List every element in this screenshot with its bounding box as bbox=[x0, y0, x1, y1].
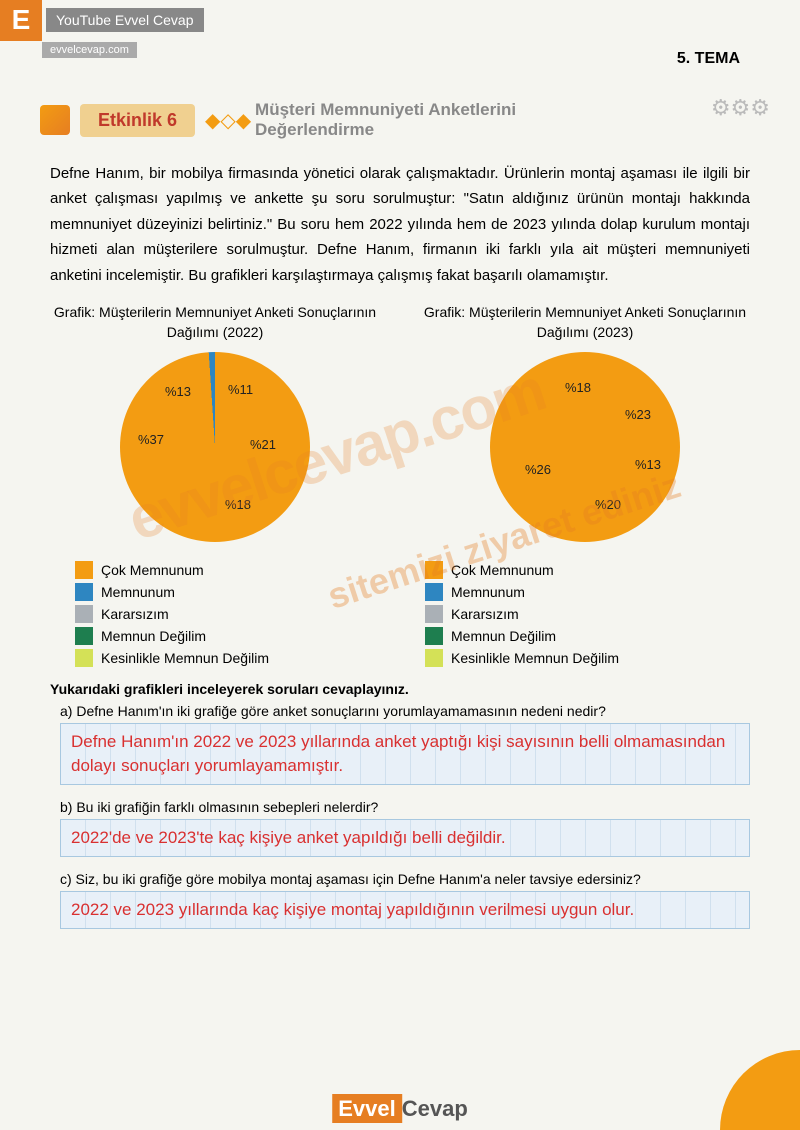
youtube-badge: YouTube Evvel Cevap bbox=[46, 8, 204, 32]
slice-label: %37 bbox=[138, 432, 164, 447]
answer-box: 2022 ve 2023 yıllarında kaç kişiye monta… bbox=[60, 891, 750, 929]
top-bar: E YouTube Evvel Cevap bbox=[0, 0, 800, 40]
url-badge: evvelcevap.com bbox=[42, 42, 137, 58]
chart-2023-title: Grafik: Müşterilerin Memnuniyet Anketi S… bbox=[415, 303, 755, 342]
legend-swatch bbox=[425, 649, 443, 667]
qa-section: a) Defne Hanım'ın iki grafiğe göre anket… bbox=[0, 703, 800, 928]
legend-item: Memnun Değilim bbox=[425, 627, 725, 645]
slice-label: %23 bbox=[625, 407, 651, 422]
legend-item: Kararsızım bbox=[425, 605, 725, 623]
activity-title-line1: Müşteri Memnuniyeti Anketlerini bbox=[255, 100, 516, 120]
intro-paragraph: Defne Hanım, bir mobilya firmasında yöne… bbox=[50, 161, 750, 289]
legend-item: Memnunum bbox=[425, 583, 725, 601]
legend-item: Kesinlikle Memnun Değilim bbox=[75, 649, 375, 667]
legend-label: Çok Memnunum bbox=[101, 562, 204, 578]
legend-label: Memnun Değilim bbox=[451, 628, 556, 644]
slice-label: %26 bbox=[525, 462, 551, 477]
activity-title: Müşteri Memnuniyeti Anketlerini Değerlen… bbox=[255, 100, 516, 141]
legend-label: Kesinlikle Memnun Değilim bbox=[101, 650, 269, 666]
legend-label: Memnun Değilim bbox=[101, 628, 206, 644]
slice-label: %21 bbox=[250, 437, 276, 452]
legend-label: Kararsızım bbox=[451, 606, 519, 622]
legend-label: Memnunum bbox=[451, 584, 525, 600]
gears-icon: ⚙⚙⚙ bbox=[711, 95, 770, 121]
legend-item: Memnunum bbox=[75, 583, 375, 601]
answer-box: Defne Hanım'ın 2022 ve 2023 yıllarında a… bbox=[60, 723, 750, 785]
activity-icon bbox=[40, 105, 70, 135]
slice-label: %20 bbox=[595, 497, 621, 512]
legends-row: Çok Memnunum Memnunum Kararsızım Memnun Değ… bbox=[50, 557, 750, 671]
slice-label: %13 bbox=[635, 457, 661, 472]
legend-label: Çok Memnunum bbox=[451, 562, 554, 578]
pie-2022: %37 %18 %21 %11 %13 bbox=[120, 352, 310, 542]
charts-row: Grafik: Müşterilerin Memnuniyet Anketi S… bbox=[30, 303, 770, 542]
tema-label: 5. TEMA bbox=[677, 50, 740, 68]
question-text: c) Siz, bu iki grafiğe göre mobilya mont… bbox=[60, 871, 750, 887]
logo-icon: E bbox=[0, 0, 42, 41]
answer-box: 2022'de ve 2023'te kaç kişiye anket yapı… bbox=[60, 819, 750, 857]
pie-2023: %18 %23 %13 %20 %26 bbox=[490, 352, 680, 542]
legend-swatch bbox=[425, 561, 443, 579]
activity-title-line2: Değerlendirme bbox=[255, 120, 516, 140]
legend-swatch bbox=[75, 605, 93, 623]
legend-item: Memnun Değilim bbox=[75, 627, 375, 645]
activity-number: Etkinlik 6 bbox=[80, 104, 195, 137]
legend-swatch bbox=[75, 649, 93, 667]
slice-label: %18 bbox=[565, 380, 591, 395]
legend-swatch bbox=[75, 583, 93, 601]
legend-swatch bbox=[75, 561, 93, 579]
legend-item: Kesinlikle Memnun Değilim bbox=[425, 649, 725, 667]
slice-label: %11 bbox=[228, 382, 253, 397]
footer-logo: EvvelCevap bbox=[332, 1096, 468, 1122]
question-text: a) Defne Hanım'ın iki grafiğe göre anket… bbox=[60, 703, 750, 719]
chart-2022-title: Grafik: Müşterilerin Memnuniyet Anketi S… bbox=[45, 303, 385, 342]
chart-2023: Grafik: Müşterilerin Memnuniyet Anketi S… bbox=[415, 303, 755, 542]
chart-2022: Grafik: Müşterilerin Memnuniyet Anketi S… bbox=[45, 303, 385, 542]
legend-swatch bbox=[425, 583, 443, 601]
corner-decoration bbox=[720, 1050, 800, 1130]
footer-brand-2: Cevap bbox=[402, 1096, 468, 1121]
legend-swatch bbox=[75, 627, 93, 645]
question-text: b) Bu iki grafiğin farklı olmasının sebe… bbox=[60, 799, 750, 815]
footer-brand-1: Evvel bbox=[332, 1094, 402, 1123]
pattern-icon: ◆◇◆ bbox=[205, 108, 245, 133]
legend-swatch bbox=[425, 605, 443, 623]
legend-item: Çok Memnunum bbox=[75, 561, 375, 579]
legend-item: Kararsızım bbox=[75, 605, 375, 623]
legend-label: Memnunum bbox=[101, 584, 175, 600]
legend-label: Kararsızım bbox=[101, 606, 169, 622]
legend-item: Çok Memnunum bbox=[425, 561, 725, 579]
legend-2022: Çok Memnunum Memnunum Kararsızım Memnun Değ… bbox=[75, 557, 375, 671]
legend-swatch bbox=[425, 627, 443, 645]
legend-2023: Çok Memnunum Memnunum Kararsızım Memnun Değ… bbox=[425, 557, 725, 671]
activity-header: Etkinlik 6 ◆◇◆ Müşteri Memnuniyeti Anket… bbox=[40, 100, 760, 141]
instruction-text: Yukarıdaki grafikleri inceleyerek sorula… bbox=[50, 681, 750, 697]
slice-label: %13 bbox=[165, 384, 191, 399]
legend-label: Kesinlikle Memnun Değilim bbox=[451, 650, 619, 666]
slice-label: %18 bbox=[225, 497, 251, 512]
